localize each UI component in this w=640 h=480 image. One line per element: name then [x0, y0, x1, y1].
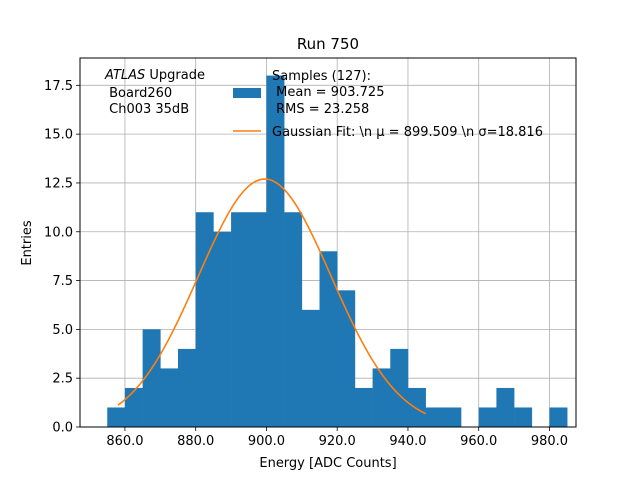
histogram-bar [390, 348, 409, 427]
histogram-bar [177, 348, 196, 427]
legend: Samples (127): Mean = 903.725 RMS = 23.2… [233, 69, 543, 140]
gaussian-fit-layer [117, 178, 426, 415]
chart-title: Run 750 [297, 35, 359, 53]
histogram-bar [354, 387, 373, 427]
annotation-line-1: ATLAS Upgrade [104, 68, 205, 83]
gaussian-fit-curve [117, 178, 426, 415]
x-tick-label: 980.0 [531, 434, 568, 449]
histogram-bar [107, 407, 126, 427]
histogram-bar [284, 212, 303, 427]
annotation-rest: Upgrade [145, 68, 205, 83]
legend-fit-label: Gaussian Fit: \n μ = 899.509 \n σ=18.816 [272, 125, 543, 140]
x-tick-label: 860.0 [106, 434, 143, 449]
y-tick-label: 17.5 [44, 79, 73, 94]
histogram-bar [425, 407, 444, 427]
histogram-bar [301, 309, 320, 427]
x-tick-label: 900.0 [248, 434, 285, 449]
y-axis-ticks: 0.0 2.5 5.0 7.5 10.0 12.5 15.0 17.5 [44, 79, 80, 436]
histogram-bar [248, 212, 267, 427]
histogram-bar [496, 387, 515, 427]
x-axis-ticks: 860.0 880.0 900.0 920.0 940.0 960.0 980.0 [106, 427, 568, 449]
plot-frame [79, 57, 577, 428]
histogram-bar [407, 387, 426, 427]
y-tick-label: 0.0 [52, 421, 73, 436]
histogram-bar [231, 212, 250, 427]
y-tick-label: 15.0 [44, 128, 73, 143]
legend-histogram-line-3: RMS = 23.258 [272, 102, 369, 117]
histogram-bar [443, 407, 462, 427]
y-tick-label: 2.5 [52, 372, 73, 387]
y-axis-label: Entries [20, 220, 35, 266]
legend-histogram-line-2: Mean = 903.725 [272, 85, 384, 100]
x-axis-label: Energy [ADC Counts] [259, 456, 396, 471]
y-tick-label: 7.5 [52, 274, 73, 289]
histogram-bar [124, 387, 143, 427]
annotation-italic: ATLAS [104, 68, 145, 83]
histogram-bar [142, 329, 161, 427]
histogram-bar [372, 368, 391, 427]
y-tick-label: 5.0 [52, 323, 73, 338]
x-tick-label: 920.0 [319, 434, 356, 449]
histogram-bar [319, 251, 338, 427]
legend-histogram-line-1: Samples (127): [272, 69, 371, 84]
legend-histogram-swatch [233, 88, 261, 98]
histogram-bar [337, 290, 356, 427]
histogram-bars [107, 75, 568, 428]
x-tick-label: 880.0 [177, 434, 214, 449]
histogram-bar [160, 368, 179, 427]
x-tick-label: 940.0 [389, 434, 426, 449]
histogram-bar [213, 231, 232, 427]
y-tick-label: 10.0 [44, 225, 73, 240]
annotation-line-2: Board260 [105, 86, 172, 101]
histogram-bar [195, 212, 214, 427]
histogram-bar [514, 407, 533, 427]
histogram-bar [478, 407, 497, 427]
annotation-box: ATLAS Upgrade Board260 Ch003 35dB [104, 68, 205, 117]
y-tick-label: 12.5 [44, 176, 73, 191]
x-tick-label: 960.0 [460, 434, 497, 449]
histogram-bar [266, 75, 285, 428]
histogram-bar [549, 407, 568, 427]
annotation-line-3: Ch003 35dB [105, 102, 189, 117]
